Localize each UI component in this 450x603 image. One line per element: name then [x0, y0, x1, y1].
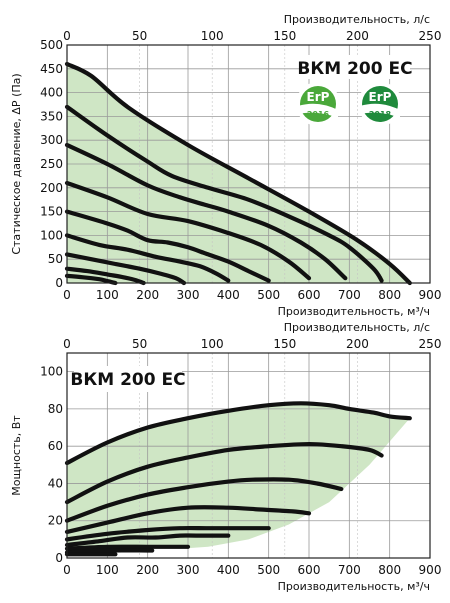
- x-tick-label: 500: [257, 288, 280, 302]
- x-tick-label: 700: [338, 288, 361, 302]
- x2-tick-label: 100: [201, 29, 224, 43]
- x2-tick-label: 50: [132, 29, 147, 43]
- y-tick-label: 500: [40, 38, 63, 52]
- y-tick-label: 40: [48, 476, 63, 490]
- model-label-bg: [74, 366, 182, 392]
- x2-tick-label: 200: [346, 337, 369, 351]
- plot-frame: [66, 44, 431, 284]
- series-curve-1: [64, 401, 412, 466]
- erp-badge-logo: ErP: [307, 90, 330, 104]
- x-tick-label: 0: [63, 288, 71, 302]
- series-curve-8: [64, 548, 155, 555]
- series-curve-4: [64, 180, 312, 281]
- x2-tick-label: 50: [132, 337, 147, 351]
- x2-tick-label: 100: [201, 337, 224, 351]
- x-axis-title: Производительность, м³/ч: [278, 580, 430, 593]
- x-tick-label: 800: [378, 563, 401, 577]
- series-curve-3: [64, 477, 344, 523]
- x-tick-label: 400: [217, 563, 240, 577]
- series-curve-5: [64, 525, 271, 542]
- x-tick-label: 300: [177, 288, 200, 302]
- x2-axis-title: Производительность, л/с: [284, 321, 430, 334]
- y-tick-label: 250: [40, 157, 63, 171]
- erp-badge-year: 2016: [307, 110, 330, 119]
- y-axis-title: Мощность, Вт: [10, 415, 23, 496]
- y-tick-label: 0: [55, 276, 63, 290]
- x-tick-label: 600: [298, 288, 321, 302]
- series-curve-3: [64, 142, 348, 281]
- series-curve-1: [64, 61, 412, 286]
- y-tick-label: 300: [40, 133, 63, 147]
- series-curve-6: [64, 233, 231, 283]
- model-label: ВКМ 200 ЕС: [70, 370, 185, 390]
- x2-tick-label: 200: [346, 29, 369, 43]
- x2-tick-label: 150: [273, 29, 296, 43]
- plot-frame: [66, 352, 431, 559]
- erp-badge-swoosh: [360, 103, 400, 118]
- series-curve-2: [64, 104, 384, 283]
- x2-tick-label: 250: [419, 337, 442, 351]
- x-tick-label: 300: [177, 563, 200, 577]
- x-tick-label: 700: [338, 563, 361, 577]
- x2-tick-label: 0: [63, 29, 71, 43]
- x-tick-label: 200: [136, 288, 159, 302]
- x2-tick-label: 250: [419, 29, 442, 43]
- x-tick-label: 600: [298, 563, 321, 577]
- y-axis-title: Статическое давление, ΔP (Па): [10, 73, 23, 254]
- y-tick-label: 0: [55, 551, 63, 565]
- y-tick-label: 200: [40, 181, 63, 195]
- series-curve-7: [64, 252, 187, 286]
- series-curve-2: [64, 441, 384, 505]
- erp-badge-year: 2018: [369, 110, 392, 119]
- y-tick-label: 20: [48, 514, 63, 528]
- y-tick-label: 350: [40, 109, 63, 123]
- x-tick-label: 100: [96, 288, 119, 302]
- x2-axis-title: Производительность, л/с: [284, 13, 430, 26]
- series-curve-5: [64, 209, 271, 283]
- erp-badge-logo: ErP: [369, 90, 392, 104]
- y-tick-label: 150: [40, 205, 63, 219]
- y-tick-label: 100: [40, 228, 63, 242]
- x-tick-label: 400: [217, 288, 240, 302]
- x2-tick-label: 0: [63, 337, 71, 351]
- x-axis-title: Производительность, м³/ч: [278, 305, 430, 318]
- erp-badge-swoosh: [298, 103, 338, 118]
- x-tick-label: 200: [136, 563, 159, 577]
- model-label-bg: [300, 55, 410, 79]
- x2-tick-label: 150: [273, 337, 296, 351]
- series-curve-8: [64, 266, 146, 286]
- series-curve-7: [64, 544, 191, 551]
- y-tick-label: 60: [48, 439, 63, 453]
- x-tick-label: 900: [419, 288, 442, 302]
- model-label: ВКМ 200 ЕС: [297, 59, 412, 79]
- x-tick-label: 900: [419, 563, 442, 577]
- x-tick-label: 100: [96, 563, 119, 577]
- series-curve-9: [64, 273, 118, 286]
- series-curve-6: [64, 533, 231, 548]
- x-tick-label: 500: [257, 563, 280, 577]
- series-curve-4: [64, 505, 312, 534]
- erp-badge-2018: ErP 2018: [358, 82, 402, 126]
- erp-badge-2016: ErP 2016: [296, 82, 340, 126]
- y-tick-label: 100: [40, 365, 63, 379]
- x-tick-label: 800: [378, 288, 401, 302]
- x-tick-label: 0: [63, 563, 71, 577]
- y-tick-label: 400: [40, 86, 63, 100]
- y-tick-label: 450: [40, 62, 63, 76]
- y-tick-label: 50: [48, 252, 63, 266]
- y-tick-label: 80: [48, 402, 63, 416]
